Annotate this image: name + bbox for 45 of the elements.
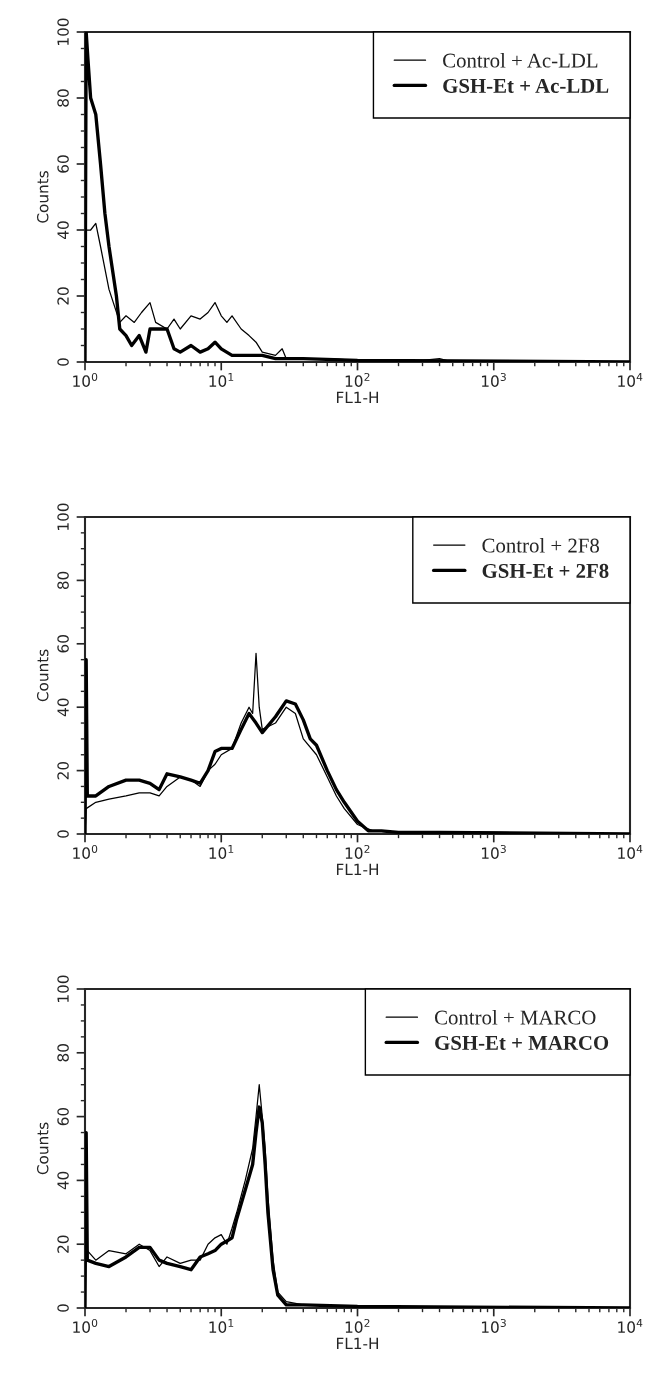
x-tick-label: 10$^{2}$ — [345, 844, 370, 859]
y-tick-label: 0 — [57, 830, 69, 838]
y-tick-label: 0 — [57, 1304, 69, 1312]
x-tick-label: 10$^{3}$ — [481, 372, 506, 387]
y-axis-title: Counts — [36, 1122, 49, 1175]
legend-label: Control + Ac-LDL — [443, 52, 598, 68]
legend-label: Control + MARCO — [434, 1009, 596, 1025]
y-tick-label: 100 — [57, 503, 69, 530]
y-tick-label: 40 — [57, 1171, 69, 1190]
x-axis-title: FL1-H — [336, 863, 379, 875]
y-axis-title: Counts — [36, 649, 49, 702]
x-tick-label: 10$^{3}$ — [481, 844, 506, 859]
legend-label: Control + 2F8 — [482, 537, 600, 553]
y-tick-label: 60 — [57, 1107, 69, 1126]
legend-label: GSH-Et + Ac-LDL — [443, 78, 609, 93]
x-tick-label: 10$^{3}$ — [481, 1318, 506, 1333]
x-tick-label: 10$^{4}$ — [618, 845, 643, 859]
x-tick-label: 10$^{0}$ — [73, 1318, 98, 1333]
y-tick-label: 100 — [57, 18, 69, 45]
x-tick-label: 10$^{4}$ — [618, 373, 643, 387]
y-tick-label: 40 — [57, 221, 69, 239]
y-axis-title: Counts — [36, 171, 49, 223]
y-tick-label: 60 — [57, 635, 69, 653]
y-tick-label: 0 — [57, 358, 69, 366]
x-tick-label: 10$^{1}$ — [209, 1319, 234, 1333]
x-tick-label: 10$^{2}$ — [345, 372, 370, 387]
y-tick-label: 80 — [57, 89, 69, 107]
legend-label: GSH-Et + MARCO — [435, 1035, 609, 1050]
x-axis-title: FL1-H — [336, 1337, 379, 1349]
y-tick-label: 20 — [57, 287, 69, 305]
y-tick-label: 80 — [57, 571, 69, 590]
x-tick-label: 10$^{1}$ — [209, 373, 234, 387]
y-tick-label: 20 — [57, 761, 69, 780]
y-tick-label: 100 — [57, 975, 69, 1002]
x-tick-label: 10$^{0}$ — [73, 372, 98, 387]
y-tick-label: 40 — [57, 698, 69, 717]
y-tick-label: 80 — [57, 1044, 69, 1062]
x-axis-title: FL1-H — [336, 391, 379, 403]
x-tick-label: 10$^{4}$ — [618, 1319, 643, 1333]
x-tick-label: 10$^{0}$ — [73, 844, 98, 859]
legend-label: GSH-Et + 2F8 — [482, 563, 609, 578]
y-tick-label: 60 — [57, 155, 69, 173]
x-tick-label: 10$^{2}$ — [345, 1318, 370, 1333]
y-tick-label: 20 — [57, 1235, 69, 1253]
x-tick-label: 10$^{1}$ — [209, 845, 234, 859]
